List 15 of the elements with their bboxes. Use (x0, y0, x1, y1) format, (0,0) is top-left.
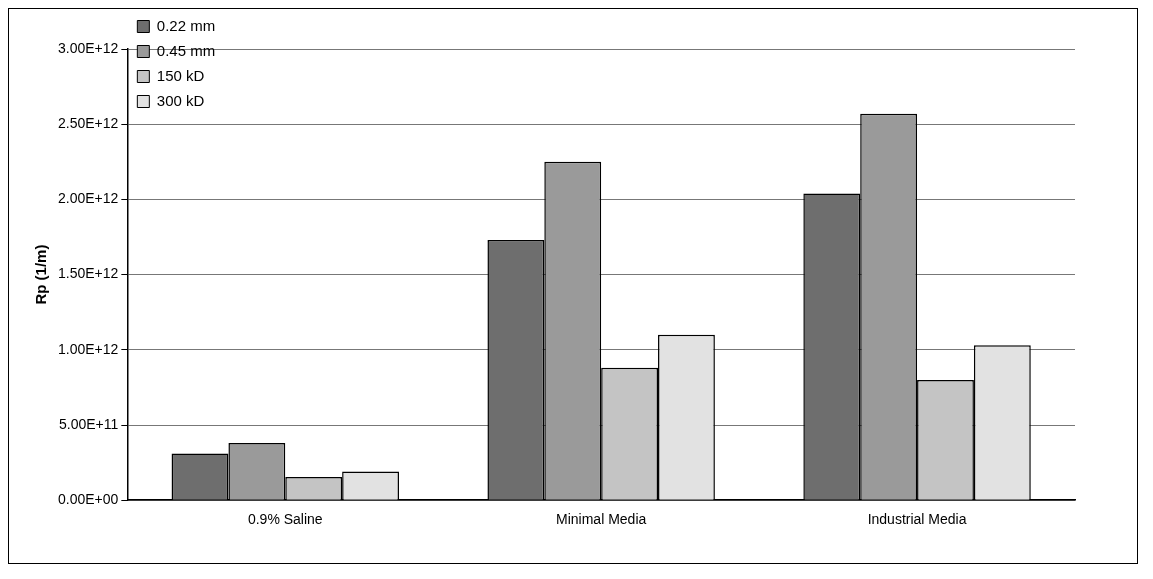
y-axis-title: Rp (1/m) (32, 244, 50, 305)
x-tick-label: Industrial Media (867, 511, 967, 528)
x-tick-label: 0.9% Saline (247, 511, 323, 528)
legend-label: 0.45 mm (156, 41, 216, 59)
legend-label: 0.22 mm (156, 16, 216, 34)
y-tick-label: 2.00E+12 (57, 190, 119, 207)
legend-label: 300 kD (156, 91, 205, 109)
y-tick-label: 1.00E+12 (57, 340, 119, 357)
legend-label: 150 kD (156, 66, 205, 84)
y-tick-label: 3.00E+12 (57, 39, 119, 56)
y-tick-label: 2.50E+12 (57, 115, 119, 132)
y-tick-label: 5.00E+11 (59, 415, 119, 432)
y-tick-label: 1.50E+12 (57, 265, 119, 282)
y-tick-label: 0.00E+00 (57, 491, 119, 508)
x-tick-label: Minimal Media (556, 511, 647, 528)
